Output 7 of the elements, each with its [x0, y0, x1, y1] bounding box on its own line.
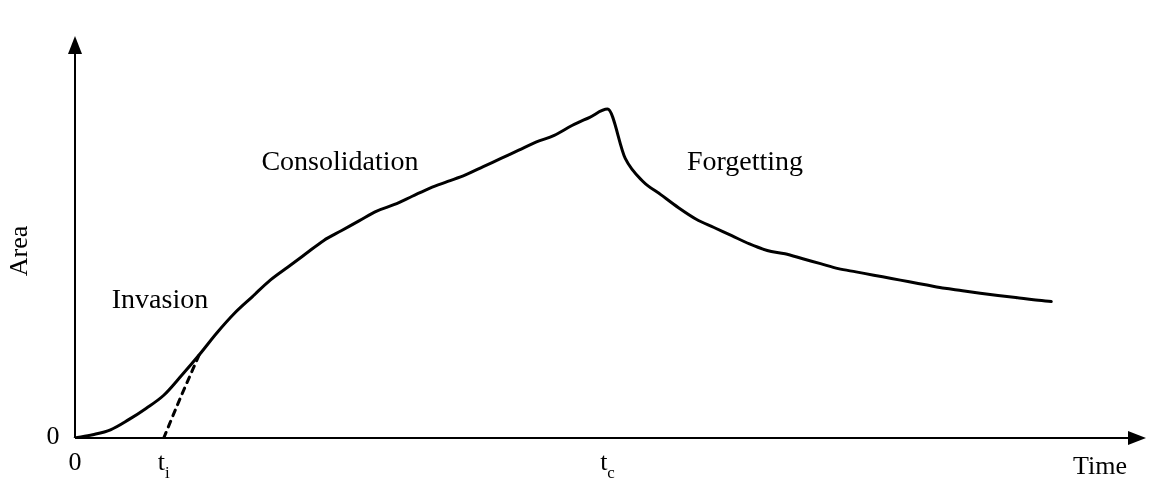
x-axis-title: Time: [1073, 451, 1127, 480]
x-tick-label: 0: [68, 447, 82, 476]
annotation: Forgetting: [686, 145, 804, 176]
y-axis-title: Area: [4, 225, 33, 277]
annotation: Consolidation: [261, 145, 419, 176]
annotation: Invasion: [111, 283, 209, 314]
text: 0: [46, 421, 60, 450]
